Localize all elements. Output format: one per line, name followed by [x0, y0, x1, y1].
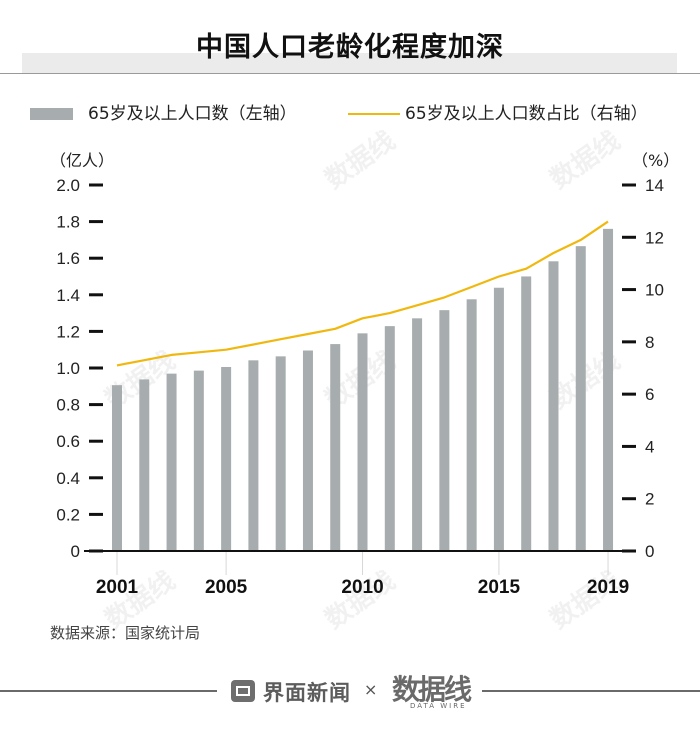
legend-label-line: 65岁及以上人口数占比（右轴）: [405, 104, 648, 124]
bar: [575, 246, 586, 551]
right-tick-label: 6: [645, 385, 654, 404]
right-tick-label: 10: [645, 281, 664, 300]
bar: [275, 356, 286, 551]
x-tick-label: 2019: [587, 577, 629, 598]
left-tick-label: 1.8: [56, 213, 80, 232]
datawire-logo-cn: 数据线: [392, 673, 472, 706]
left-tick-label: 0: [71, 542, 80, 561]
x-tick-label: 2001: [96, 577, 139, 598]
bar: [521, 276, 532, 551]
right-axis-unit: （%）: [632, 151, 680, 170]
chart-plot: 0 0.2 0.4 0.6 0.8 1.0 1.2 1.4 1.6 1.8 2.0 0 2 4 6 8 10 1…: [56, 176, 664, 598]
right-tick-label: 14: [645, 176, 664, 195]
left-tick-label: 2.0: [56, 176, 80, 195]
bar: [139, 379, 150, 551]
left-axis-ticks: 0 0.2 0.4 0.6 0.8 1.0 1.2 1.4 1.6 1.8 2.0: [56, 176, 103, 561]
legend-swatch-line: [348, 113, 400, 115]
right-tick-label: 4: [645, 437, 654, 456]
chart-title: 中国人口老龄化程度加深: [196, 32, 504, 63]
bar: [603, 228, 614, 551]
x-tick-label: 2010: [341, 577, 383, 598]
left-tick-label: 0.8: [56, 396, 80, 415]
left-tick-label: 1.6: [56, 249, 80, 268]
bar: [193, 370, 204, 551]
legend-label-bar: 65岁及以上人口数（左轴）: [88, 104, 297, 124]
right-tick-label: 12: [645, 228, 664, 247]
bar: [412, 318, 423, 551]
left-tick-label: 1.2: [56, 322, 80, 341]
bar: [357, 333, 368, 551]
left-axis-unit: （亿人）: [50, 151, 115, 170]
left-tick-label: 0.4: [56, 469, 80, 488]
right-axis-ticks: 0 2 4 6 8 10 12 14: [622, 176, 664, 561]
data-source: 数据来源：国家统计局: [50, 624, 201, 642]
x-tick-lines: [116, 551, 609, 575]
title-divider: [0, 73, 700, 74]
right-tick-label: 8: [645, 333, 654, 352]
bar: [384, 326, 395, 551]
bar-series: [112, 228, 614, 551]
x-tick-label: 2005: [205, 577, 248, 598]
left-tick-label: 1.4: [56, 286, 80, 305]
legend-swatch-bar: [30, 108, 73, 120]
title-band: [22, 53, 677, 73]
bar: [548, 261, 559, 551]
bar: [330, 344, 341, 551]
collaboration-times-icon: ×: [364, 680, 378, 699]
bar: [166, 373, 177, 551]
line-ratio: [116, 220, 609, 367]
bar: [112, 385, 122, 551]
left-tick-label: 0.6: [56, 432, 80, 451]
datawire-logo-en: DATA WIRE: [410, 702, 467, 710]
x-tick-label: 2015: [478, 577, 521, 598]
left-tick-label: 0.2: [56, 505, 80, 524]
bar: [221, 366, 232, 551]
right-tick-label: 0: [645, 542, 654, 561]
bar: [466, 299, 477, 551]
bar: [248, 360, 259, 551]
bar: [302, 350, 313, 551]
jiemian-logo-icon: [231, 680, 255, 702]
datawire-logo: 数据线 DATA WIRE: [392, 668, 472, 714]
x-axis-labels: 2001 2005 2010 2015 2019: [96, 577, 629, 598]
line-series: [116, 220, 609, 367]
bar: [439, 310, 450, 551]
footer-divider-left: [0, 690, 217, 692]
bar: [493, 287, 504, 551]
left-tick-label: 1.0: [56, 359, 80, 378]
jiemian-brand-name: 界面新闻: [263, 681, 351, 705]
footer-divider-right: [482, 690, 700, 692]
right-tick-label: 2: [645, 490, 654, 509]
